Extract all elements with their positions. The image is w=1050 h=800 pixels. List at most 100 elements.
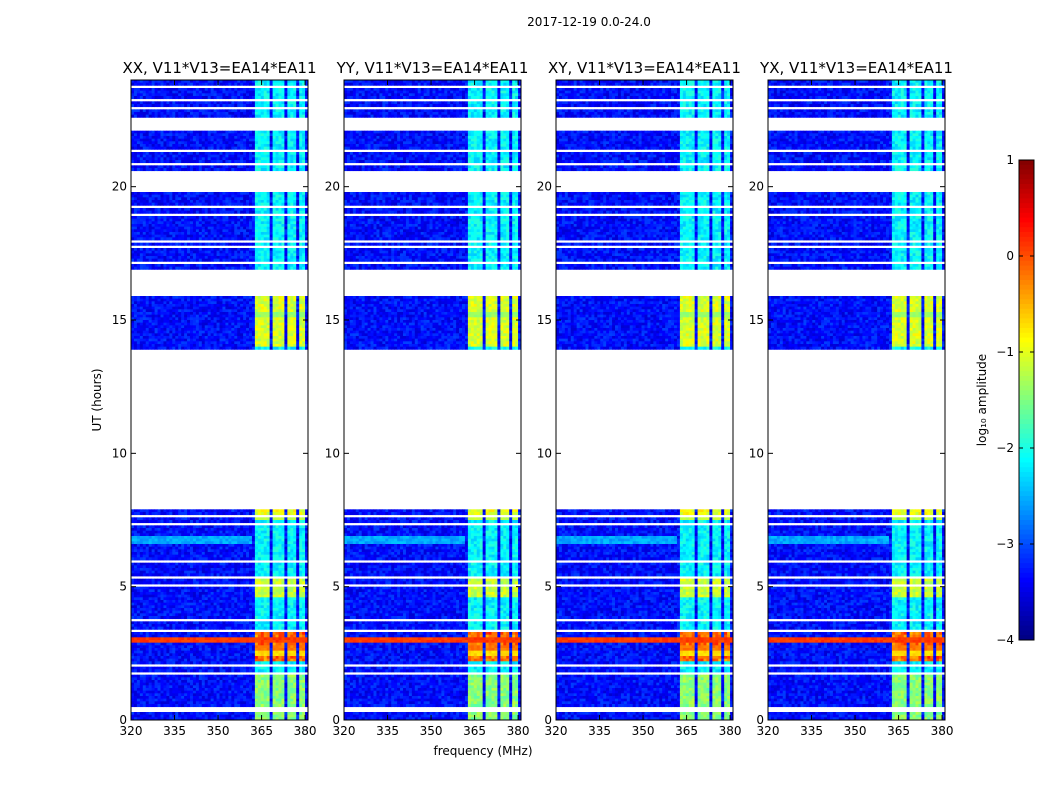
heat-cell	[263, 320, 268, 324]
heat-cell	[169, 512, 173, 516]
heat-cell	[299, 533, 303, 537]
heat-cell	[151, 202, 155, 206]
heat-cell	[198, 234, 203, 238]
heat-cell	[154, 202, 158, 206]
heat-cell	[175, 248, 179, 252]
heat-cell	[142, 509, 147, 513]
heat-cell	[269, 88, 273, 92]
heat-cell	[187, 165, 191, 169]
heat-cell	[237, 154, 241, 158]
heat-cell	[222, 298, 226, 302]
heat-cell	[275, 93, 279, 97]
heat-cell	[201, 154, 206, 158]
heat-cell	[293, 336, 297, 340]
heat-cell	[299, 266, 303, 270]
heat-cell	[302, 304, 306, 308]
heat-cell	[139, 541, 144, 545]
heat-cell	[231, 141, 235, 145]
heat-cell	[281, 333, 285, 337]
heat-cell	[260, 96, 265, 100]
heat-cell	[243, 309, 247, 313]
heat-cell	[246, 336, 250, 340]
heat-cell	[169, 202, 173, 206]
heat-cell	[249, 109, 253, 113]
heat-cell	[181, 298, 185, 302]
heat-cell	[133, 168, 138, 172]
heat-cell	[201, 317, 206, 321]
heat-cell	[201, 306, 206, 310]
heat-cell	[293, 304, 297, 308]
heat-cell	[296, 301, 300, 305]
heat-cell	[204, 312, 209, 316]
heat-cell	[187, 322, 191, 326]
heat-cell	[187, 266, 191, 270]
heat-cell	[160, 309, 164, 313]
heat-cell	[216, 306, 220, 310]
heat-cell	[145, 330, 150, 334]
heat-cell	[305, 88, 309, 92]
heat-cell	[175, 549, 179, 553]
heat-cell	[195, 346, 200, 350]
heat-cell	[187, 157, 191, 161]
heat-cell	[266, 301, 271, 305]
heat-cell	[148, 546, 153, 550]
heat-cell	[237, 152, 241, 156]
heat-cell	[178, 229, 182, 233]
heat-cell	[175, 101, 179, 105]
heat-cell	[142, 325, 147, 329]
heat-cell	[222, 266, 226, 270]
heat-cell	[266, 258, 271, 262]
heat-cell	[136, 200, 141, 204]
heat-cell	[281, 234, 285, 238]
heat-cell	[192, 536, 197, 540]
heat-cell	[151, 242, 155, 246]
heat-cell	[184, 296, 188, 300]
heat-cell	[302, 549, 306, 553]
heat-cell	[198, 541, 203, 545]
heat-cell	[234, 216, 238, 220]
heat-cell	[131, 101, 135, 105]
heat-cell	[175, 552, 179, 556]
heat-cell	[175, 344, 179, 348]
heat-cell	[160, 242, 164, 246]
heat-cell	[251, 536, 256, 540]
heat-cell	[216, 194, 220, 198]
heat-cell	[157, 88, 161, 92]
heat-cell	[190, 218, 194, 222]
heat-cell	[169, 90, 173, 94]
heat-cell	[284, 154, 288, 158]
heat-cell	[172, 224, 176, 228]
heat-cell	[190, 237, 194, 241]
heat-cell	[142, 296, 147, 300]
heat-cell	[133, 114, 138, 118]
heat-cell	[278, 104, 282, 108]
heat-cell	[163, 216, 167, 220]
heat-cell	[240, 301, 244, 305]
heat-cell	[219, 328, 223, 332]
heat-cell	[269, 533, 273, 537]
heat-cell	[139, 525, 144, 529]
heat-cell	[210, 549, 214, 553]
heat-cell	[231, 104, 235, 108]
heat-cell	[213, 237, 217, 241]
heat-cell	[166, 90, 170, 94]
heat-cell	[251, 320, 256, 324]
heat-cell	[269, 544, 273, 548]
heat-cell	[184, 112, 188, 116]
heat-cell	[210, 141, 214, 145]
heat-cell	[172, 509, 176, 513]
heat-cell	[237, 528, 241, 532]
heat-cell	[263, 306, 268, 310]
heat-cell	[163, 520, 167, 524]
heat-cell	[187, 338, 191, 342]
heat-cell	[222, 146, 226, 150]
heat-cell	[275, 258, 279, 262]
heat-cell	[160, 248, 164, 252]
heat-cell	[296, 157, 300, 161]
heat-cell	[260, 218, 265, 222]
heat-cell	[263, 258, 268, 262]
heat-cell	[131, 298, 135, 302]
heat-cell	[281, 226, 285, 230]
heat-cell	[284, 517, 288, 521]
heat-cell	[172, 320, 176, 324]
